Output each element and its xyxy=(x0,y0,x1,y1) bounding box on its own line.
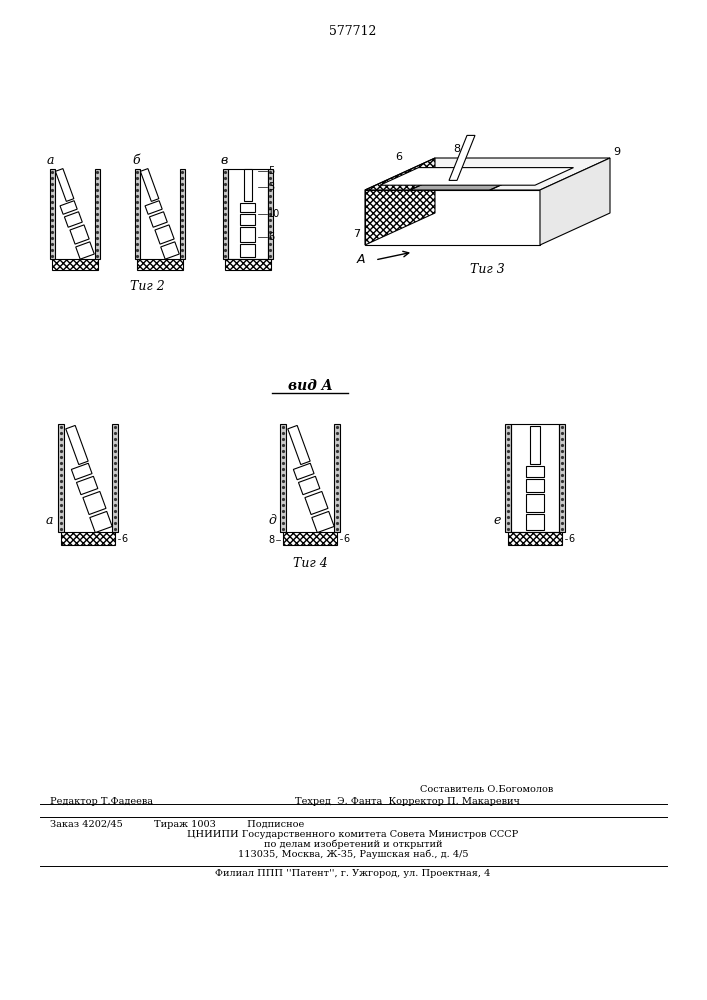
Text: 6: 6 xyxy=(568,534,574,544)
Text: Τиг 4: Τиг 4 xyxy=(293,557,327,570)
Polygon shape xyxy=(64,212,82,227)
Text: 8: 8 xyxy=(453,144,460,154)
Text: 7: 7 xyxy=(353,229,360,239)
Bar xyxy=(58,424,64,532)
Text: б: б xyxy=(132,154,139,167)
Text: 8: 8 xyxy=(268,535,274,545)
Bar xyxy=(559,424,565,532)
Text: 5: 5 xyxy=(268,166,274,176)
Polygon shape xyxy=(540,158,610,245)
Bar xyxy=(280,424,286,532)
Polygon shape xyxy=(312,511,334,533)
Text: 10: 10 xyxy=(268,209,280,219)
Polygon shape xyxy=(410,171,532,190)
Polygon shape xyxy=(526,494,544,512)
Text: вид A: вид A xyxy=(288,379,332,393)
Bar xyxy=(61,532,115,545)
Text: Заказ 4202/45          Тираж 1003          Подписное: Заказ 4202/45 Тираж 1003 Подписное xyxy=(50,820,304,829)
Bar xyxy=(112,424,118,532)
Polygon shape xyxy=(380,168,573,185)
Polygon shape xyxy=(66,425,88,465)
Text: Филиал ППП ''Патент'', г. Ужгород, ул. Проектная, 4: Филиал ППП ''Патент'', г. Ужгород, ул. П… xyxy=(216,869,491,878)
Bar xyxy=(225,259,271,270)
Polygon shape xyxy=(141,169,159,201)
Text: Τиг 2: Τиг 2 xyxy=(130,280,165,293)
Text: 113035, Москва, Ж-35, Раушская наб., д. 4/5: 113035, Москва, Ж-35, Раушская наб., д. … xyxy=(238,850,468,859)
Bar xyxy=(137,259,183,270)
Polygon shape xyxy=(240,244,255,257)
Bar xyxy=(508,532,562,545)
Text: а: а xyxy=(46,514,54,527)
Text: д: д xyxy=(268,514,276,527)
Text: Редактор Т.Фадеева: Редактор Т.Фадеева xyxy=(50,797,153,806)
Polygon shape xyxy=(293,463,314,480)
Polygon shape xyxy=(526,479,544,492)
Bar xyxy=(135,169,140,259)
Polygon shape xyxy=(365,158,610,190)
Bar xyxy=(223,169,228,259)
Polygon shape xyxy=(55,169,74,201)
Polygon shape xyxy=(83,491,106,515)
Bar xyxy=(268,169,273,259)
Text: 3: 3 xyxy=(268,182,274,192)
Text: 6: 6 xyxy=(343,534,349,544)
Text: е: е xyxy=(493,514,501,527)
Bar xyxy=(95,169,100,259)
Polygon shape xyxy=(526,466,544,477)
Text: Техред  Э. Фанта  Корректор П. Макаревич: Техред Э. Фанта Корректор П. Макаревич xyxy=(295,797,520,806)
Polygon shape xyxy=(305,491,328,515)
Polygon shape xyxy=(70,225,89,244)
Polygon shape xyxy=(155,225,174,244)
Polygon shape xyxy=(240,203,255,212)
Text: 6: 6 xyxy=(395,152,402,162)
Bar xyxy=(505,424,511,532)
Bar xyxy=(180,169,185,259)
Bar xyxy=(334,424,340,532)
Polygon shape xyxy=(526,514,544,530)
Text: 9: 9 xyxy=(613,147,620,157)
Text: A: A xyxy=(357,253,366,266)
Polygon shape xyxy=(530,426,540,464)
Polygon shape xyxy=(145,201,162,214)
Polygon shape xyxy=(240,227,255,242)
Polygon shape xyxy=(60,201,77,214)
Polygon shape xyxy=(149,212,168,227)
Text: ЦНИИПИ Государственного комитета Совета Министров СССР: ЦНИИПИ Государственного комитета Совета … xyxy=(187,830,519,839)
Text: Τиг 3: Τиг 3 xyxy=(470,263,505,276)
Polygon shape xyxy=(449,135,475,180)
Bar xyxy=(508,532,562,545)
Polygon shape xyxy=(288,425,310,465)
Polygon shape xyxy=(76,242,94,259)
Polygon shape xyxy=(298,476,320,495)
Text: Составитель О.Богомолов: Составитель О.Богомолов xyxy=(420,785,554,794)
Bar xyxy=(283,532,337,545)
Polygon shape xyxy=(244,169,252,201)
Polygon shape xyxy=(160,242,180,259)
Polygon shape xyxy=(76,476,98,495)
Text: по делам изобретений и открытий: по делам изобретений и открытий xyxy=(264,840,443,849)
Bar xyxy=(225,259,271,270)
Bar xyxy=(137,259,183,270)
Bar xyxy=(365,190,540,245)
Polygon shape xyxy=(71,463,92,480)
Bar xyxy=(228,169,268,259)
Polygon shape xyxy=(90,511,112,533)
Bar xyxy=(511,424,559,532)
Bar xyxy=(283,532,337,545)
Polygon shape xyxy=(240,214,255,225)
Text: в: в xyxy=(220,154,227,167)
Bar xyxy=(50,169,55,259)
Text: а: а xyxy=(47,154,54,167)
Text: 6: 6 xyxy=(268,232,274,242)
Text: 577712: 577712 xyxy=(329,25,377,38)
Text: 6: 6 xyxy=(121,534,127,544)
Bar xyxy=(52,259,98,270)
Bar xyxy=(61,532,115,545)
Bar xyxy=(52,259,98,270)
